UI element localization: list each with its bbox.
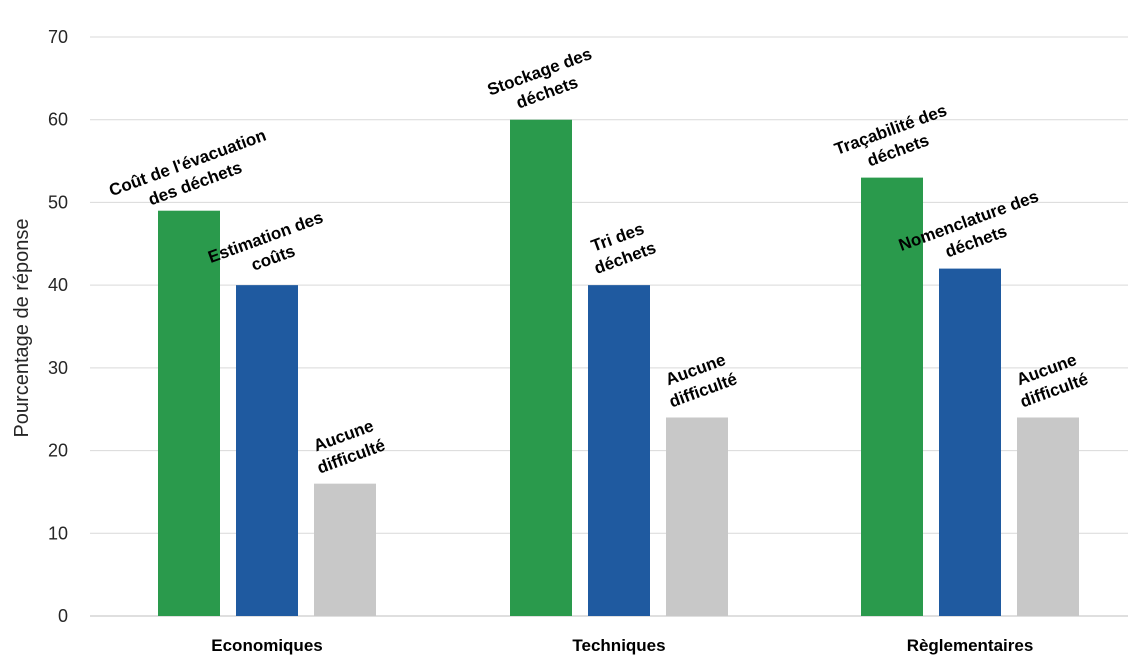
bar-label: Aucunedifficulté — [659, 349, 740, 412]
y-tick-label: 70 — [48, 27, 68, 47]
bar — [158, 210, 220, 616]
y-axis-title: Pourcentage de réponse — [11, 218, 33, 437]
bar — [861, 177, 923, 616]
y-axis-ticks: 0 10 20 30 40 50 60 70 — [48, 27, 68, 626]
bar — [1017, 417, 1079, 616]
bar — [588, 285, 650, 616]
y-tick-label: 40 — [48, 275, 68, 295]
category-label: Règlementaires — [907, 636, 1034, 655]
y-tick-label: 20 — [48, 441, 68, 461]
y-tick-label: 0 — [58, 606, 68, 626]
bar — [510, 119, 572, 616]
y-tick-label: 50 — [48, 192, 68, 212]
category-label: Economiques — [211, 636, 322, 655]
bar-label: Aucunedifficulté — [307, 415, 388, 478]
y-tick-label: 10 — [48, 523, 68, 543]
bar-label: Estimation descoûts — [206, 208, 334, 288]
bar — [666, 417, 728, 616]
bar — [236, 285, 298, 616]
bar — [939, 268, 1001, 616]
bar-label: Aucunedifficulté — [1010, 349, 1091, 412]
bar-label: Stockage desdéchets — [485, 44, 602, 120]
category-labels: Economiques Techniques Règlementaires — [211, 636, 1033, 655]
bar — [314, 483, 376, 616]
bar-label: Tri desdéchets — [584, 217, 658, 278]
category-label: Techniques — [572, 636, 665, 655]
y-tick-label: 60 — [48, 110, 68, 130]
bar-label: Traçabilité desdéchets — [832, 101, 957, 180]
bars — [158, 119, 1079, 616]
bar-label: Coût de l'évacuationdes déchets — [107, 126, 277, 221]
y-tick-label: 30 — [48, 358, 68, 378]
